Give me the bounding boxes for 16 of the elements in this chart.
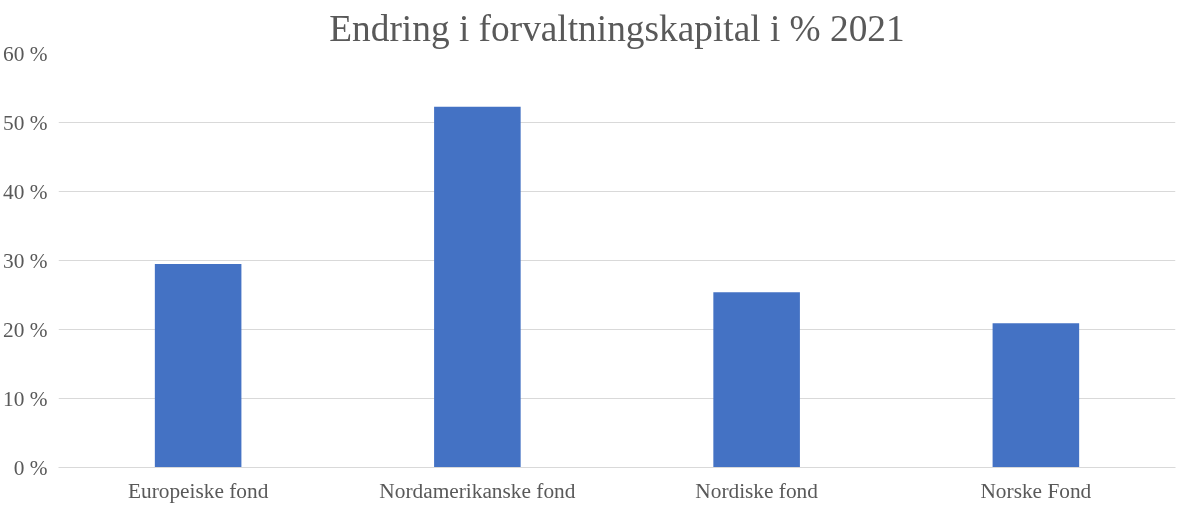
y-tick-label: 50 % bbox=[3, 110, 48, 135]
y-tick-label: 60 % bbox=[3, 41, 48, 66]
bar bbox=[713, 292, 800, 468]
y-tick-label: 20 % bbox=[3, 317, 48, 342]
bar bbox=[992, 323, 1080, 468]
x-tick-label: Nordiske fond bbox=[695, 478, 819, 503]
x-tick-label: Europeiske fond bbox=[127, 478, 269, 503]
bar bbox=[434, 106, 521, 468]
x-tick-label: Nordamerikanske fond bbox=[379, 478, 576, 503]
y-tick-label: 10 % bbox=[3, 386, 48, 411]
x-tick-label: Norske Fond bbox=[980, 478, 1092, 503]
bar bbox=[154, 263, 242, 468]
y-tick-label: 30 % bbox=[3, 248, 48, 273]
y-tick-label: 40 % bbox=[3, 179, 48, 204]
chart-title: Endring i forvaltningskapital i % 2021 bbox=[329, 7, 905, 49]
y-tick-label: 0 % bbox=[13, 455, 48, 480]
